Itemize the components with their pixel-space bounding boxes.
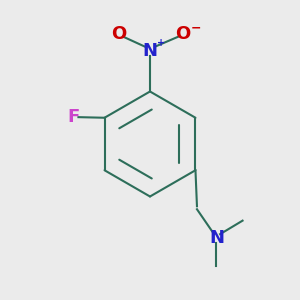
Text: N: N	[142, 42, 158, 60]
Text: O: O	[111, 25, 126, 43]
Text: N: N	[209, 229, 224, 247]
Text: −: −	[190, 22, 201, 35]
Text: F: F	[67, 108, 79, 126]
Text: +: +	[157, 38, 166, 49]
Text: O: O	[176, 25, 190, 43]
